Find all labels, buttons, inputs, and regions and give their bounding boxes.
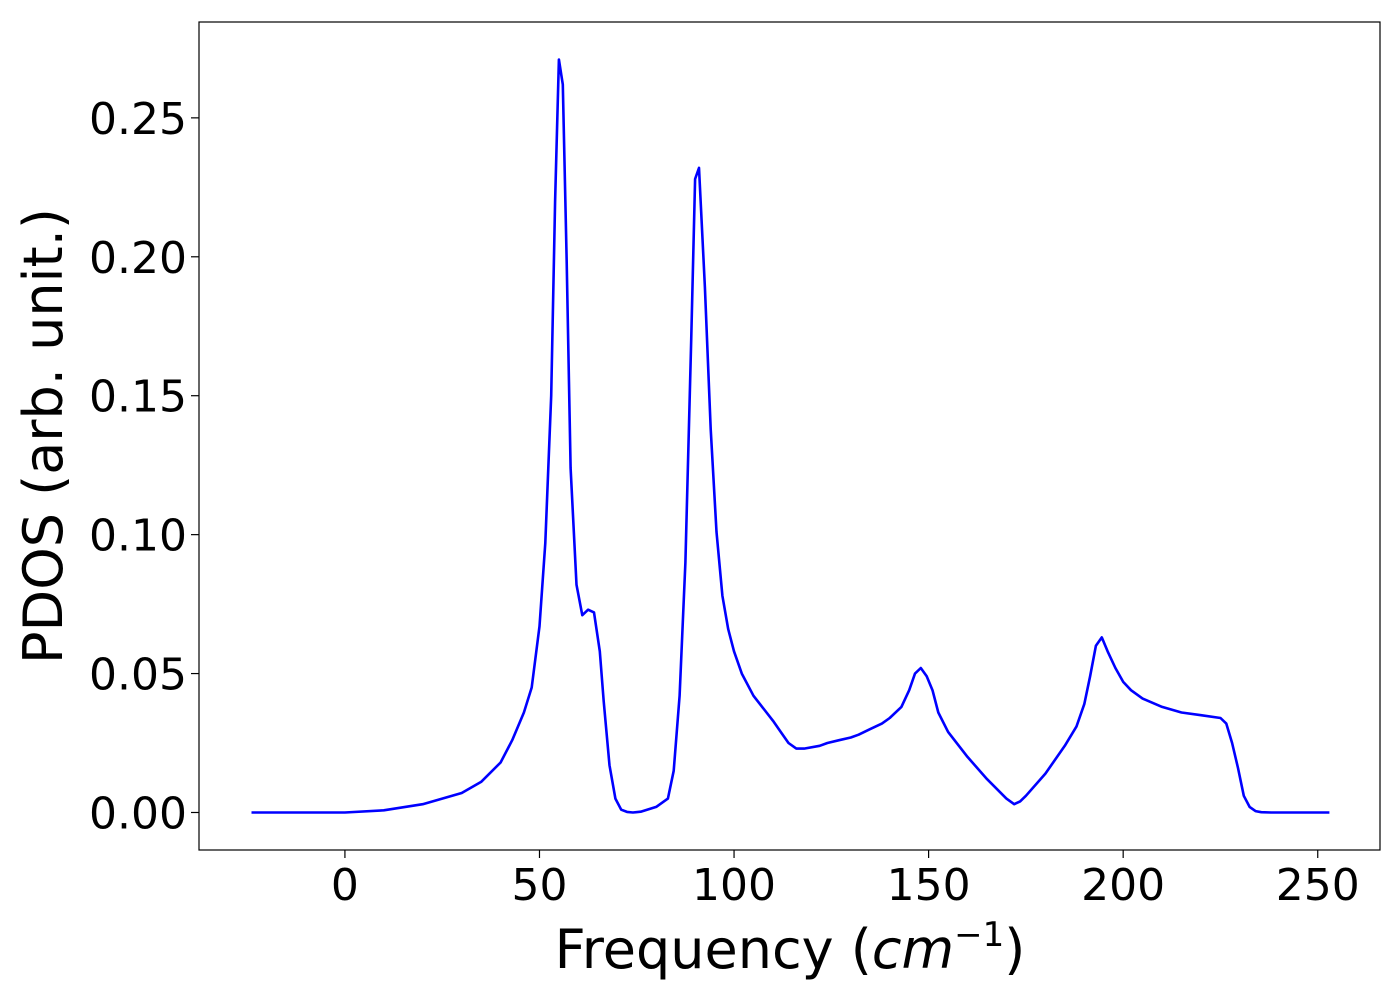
x-tick-label: 100	[692, 860, 776, 911]
x-axis-label: Frequency (cm−1)	[555, 915, 1026, 981]
x-axis-label-text: Frequency (	[555, 918, 872, 981]
x-tick-label: 150	[887, 860, 971, 911]
x-axis-ticks: 0 50 100 150 200 250	[331, 850, 1360, 911]
y-tick-label: 0.20	[89, 233, 187, 284]
plot-area	[199, 22, 1380, 850]
y-tick-label: 0.10	[89, 511, 187, 562]
x-tick-label: 250	[1276, 860, 1360, 911]
plot-frame	[198, 21, 1381, 851]
series-line-0	[251, 58, 1330, 814]
x-axis-label-unit: cm	[872, 918, 954, 981]
y-tick-label: 0.00	[89, 788, 187, 839]
x-tick-label: 50	[511, 860, 567, 911]
y-tick-label: 0.25	[89, 94, 187, 145]
y-axis-label: PDOS (arb. unit.)	[12, 208, 75, 664]
x-tick-label: 0	[331, 860, 359, 911]
series-layer	[251, 58, 1330, 814]
x-axis-label-close: )	[1004, 918, 1025, 981]
y-tick-label: 0.15	[89, 372, 187, 423]
y-axis-ticks: 0.00 0.05 0.10 0.15 0.20 0.25	[89, 94, 199, 839]
y-tick-label: 0.05	[89, 650, 187, 701]
x-axis-label-exponent: −1	[954, 915, 1004, 955]
x-tick-label: 200	[1081, 860, 1165, 911]
